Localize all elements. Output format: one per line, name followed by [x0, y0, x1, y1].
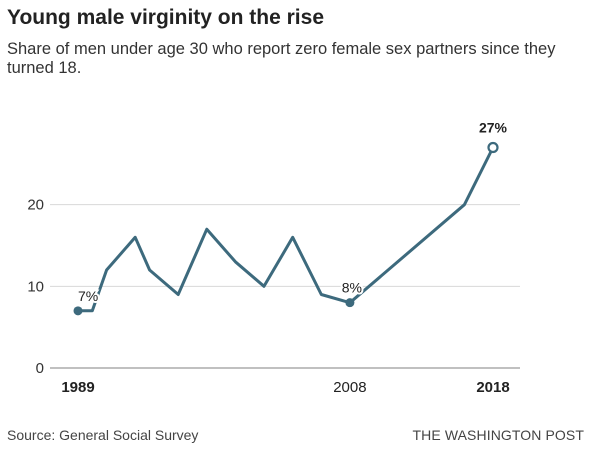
annotation-label-halo-1989: 7%	[78, 288, 98, 304]
annotation-marker-2018	[487, 141, 499, 154]
x-tick-label-1989: 1989	[61, 379, 94, 396]
source-note: Source: General Social Survey	[7, 427, 199, 443]
annotation-label-halo-2008: 8%	[342, 280, 362, 296]
y-tick-label-0: 0	[36, 360, 44, 377]
publisher-credit: THE WASHINGTON POST	[412, 427, 584, 443]
chart-title: Young male virginity on the rise	[7, 6, 324, 29]
annotation-label-halo-2018: 27%	[479, 120, 508, 136]
chart-subtitle: Share of men under age 30 who report zer…	[7, 40, 556, 77]
annotation-label-1989: 7%	[78, 288, 98, 304]
x-tick-label-2008: 2008	[333, 379, 366, 396]
annotation-label-2018: 27%	[479, 120, 508, 136]
annotation-label-2008: 8%	[342, 280, 362, 296]
y-tick-label-10: 10	[27, 278, 44, 295]
annotation-marker-2008	[345, 298, 355, 308]
series-line-0	[76, 146, 495, 313]
annotation-marker-1989	[73, 306, 83, 316]
x-tick-label-2018: 2018	[476, 379, 509, 396]
y-tick-label-20: 20	[27, 197, 44, 214]
